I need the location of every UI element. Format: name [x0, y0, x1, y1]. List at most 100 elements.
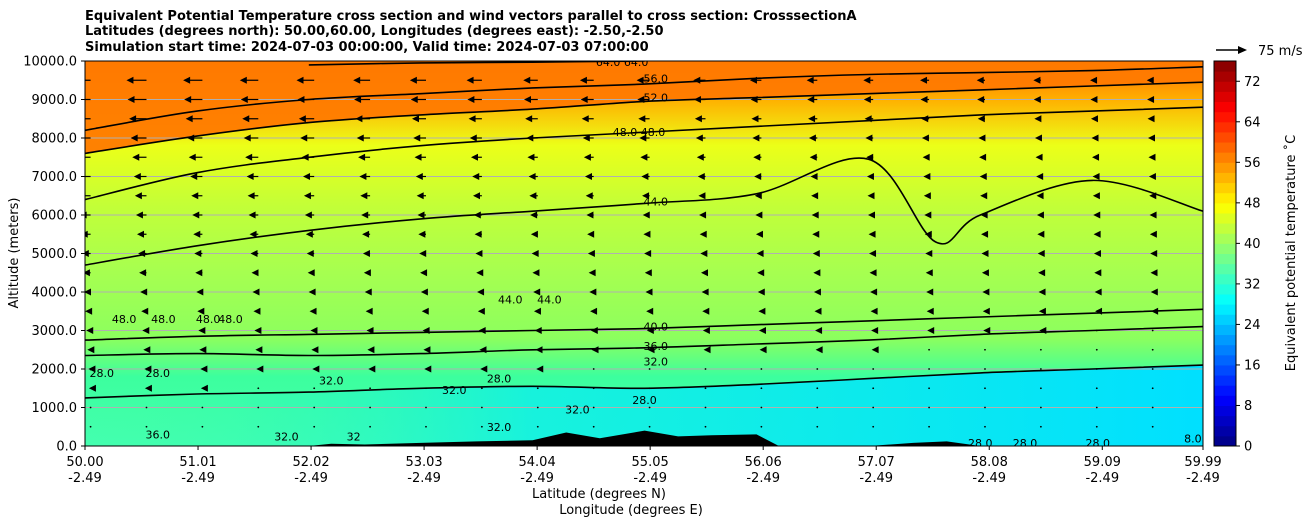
- colorbar-band: [1214, 192, 1236, 204]
- wind-vector: [870, 307, 878, 315]
- wind-vector: [144, 365, 152, 373]
- wind-vector: [185, 115, 203, 123]
- wind-vector: [365, 307, 373, 315]
- wind-vector: [757, 269, 765, 277]
- x-axis-label-2: Longitude (degrees E): [559, 503, 703, 518]
- wind-vector: [425, 387, 427, 390]
- wind-vector: [1092, 192, 1100, 200]
- wind-vector: [587, 230, 595, 238]
- colorbar-tick-label: 16: [1244, 358, 1261, 373]
- wind-vector: [369, 406, 371, 409]
- wind-vector: [704, 368, 707, 370]
- wind-vector: [704, 406, 707, 409]
- wind-vector: [863, 76, 874, 84]
- x-tick-label-lon: -2.49: [633, 471, 667, 486]
- x-tick-label-lat: 58.08: [971, 455, 1008, 470]
- contour-label: 28.0: [1086, 437, 1111, 450]
- wind-vector: [756, 250, 764, 257]
- wind-vector: [535, 346, 543, 354]
- wind-vector: [184, 96, 203, 103]
- colorbar-band: [1214, 425, 1236, 437]
- wind-vector: [644, 269, 652, 277]
- colorbar-band: [1214, 233, 1236, 244]
- wind-vector: [306, 250, 315, 257]
- wind-vector: [636, 76, 650, 84]
- wind-vector: [702, 307, 710, 315]
- wind-vector: [133, 173, 147, 180]
- wind-vector: [362, 250, 371, 257]
- colorbar-band: [1214, 223, 1236, 234]
- wind-vector: [248, 211, 259, 219]
- wind-vector: [526, 134, 538, 142]
- wind-vector: [928, 387, 930, 390]
- contour-label: 52.0: [644, 92, 669, 105]
- wind-vector: [982, 307, 990, 315]
- wind-vector: [1092, 173, 1100, 180]
- wind-vector: [201, 425, 204, 428]
- wind-vector: [982, 288, 990, 296]
- wind-vector: [85, 307, 93, 315]
- wind-vector: [582, 134, 594, 142]
- wind-vector: [358, 153, 371, 161]
- wind-vector: [1094, 269, 1102, 277]
- wind-vector: [648, 425, 651, 428]
- contour-label: 48.0: [151, 313, 176, 326]
- wind-vector: [1149, 230, 1157, 238]
- wind-vector: [197, 307, 205, 315]
- wind-vector: [313, 406, 316, 409]
- x-tick-label-lat: 55.05: [632, 455, 669, 470]
- y-tick-label: 6000.0: [32, 209, 78, 224]
- colorbar-band: [1214, 61, 1236, 72]
- colorbar-band: [1214, 212, 1236, 224]
- wind-vector: [531, 250, 539, 257]
- wind-vector: [523, 76, 538, 84]
- wind-vector: [144, 384, 152, 392]
- wind-vector: [816, 425, 819, 428]
- wind-vector: [760, 368, 763, 370]
- wind-vector: [637, 96, 650, 103]
- wind-vector: [480, 365, 488, 373]
- wind-vector: [420, 288, 428, 296]
- wind-vector: [1091, 134, 1099, 142]
- wind-vector: [928, 348, 930, 351]
- wind-vector: [1093, 211, 1101, 219]
- wind-vector: [536, 365, 544, 373]
- contour-label: 44.0: [537, 294, 562, 307]
- wind-vector: [1036, 211, 1044, 219]
- wind-vector: [921, 134, 930, 142]
- wind-vector: [869, 269, 877, 277]
- wind-vector: [136, 230, 147, 238]
- wind-vector: [1151, 387, 1154, 390]
- wind-vector: [808, 134, 818, 142]
- wind-vector: [983, 327, 991, 334]
- colorbar-band: [1214, 142, 1236, 153]
- colorbar-band: [1214, 121, 1236, 133]
- wind-vector: [1151, 348, 1154, 351]
- contour-label: 36.0: [644, 340, 669, 353]
- wind-vector: [130, 134, 147, 142]
- y-tick-label: 8000.0: [32, 132, 78, 147]
- wind-vector: [297, 96, 315, 103]
- wind-vector: [638, 115, 650, 123]
- wind-vector: [751, 115, 762, 123]
- wind-vector: [139, 269, 147, 277]
- wind-vector: [1148, 173, 1156, 180]
- colorbar-band: [1214, 344, 1236, 356]
- wind-vector: [85, 175, 91, 178]
- contour-label: 28.0: [487, 373, 512, 386]
- wind-vector: [419, 250, 427, 257]
- colorbar-band: [1214, 111, 1236, 123]
- wind-vector: [926, 307, 934, 315]
- x-tick-label-lat: 57.07: [858, 455, 895, 470]
- wind-vector: [592, 425, 595, 428]
- wind-vector: [416, 192, 426, 200]
- wind-vector: [697, 173, 706, 180]
- chart-title-line-3: Simulation start time: 2024-07-03 00:00:…: [85, 40, 649, 55]
- colorbar-band: [1214, 101, 1236, 113]
- wind-vector: [646, 327, 654, 334]
- wind-vector: [871, 346, 879, 354]
- x-tick-label-lon: -2.49: [68, 471, 102, 486]
- colorbar-band: [1214, 91, 1236, 103]
- wind-vector: [981, 269, 989, 277]
- wind-vector: [704, 387, 707, 390]
